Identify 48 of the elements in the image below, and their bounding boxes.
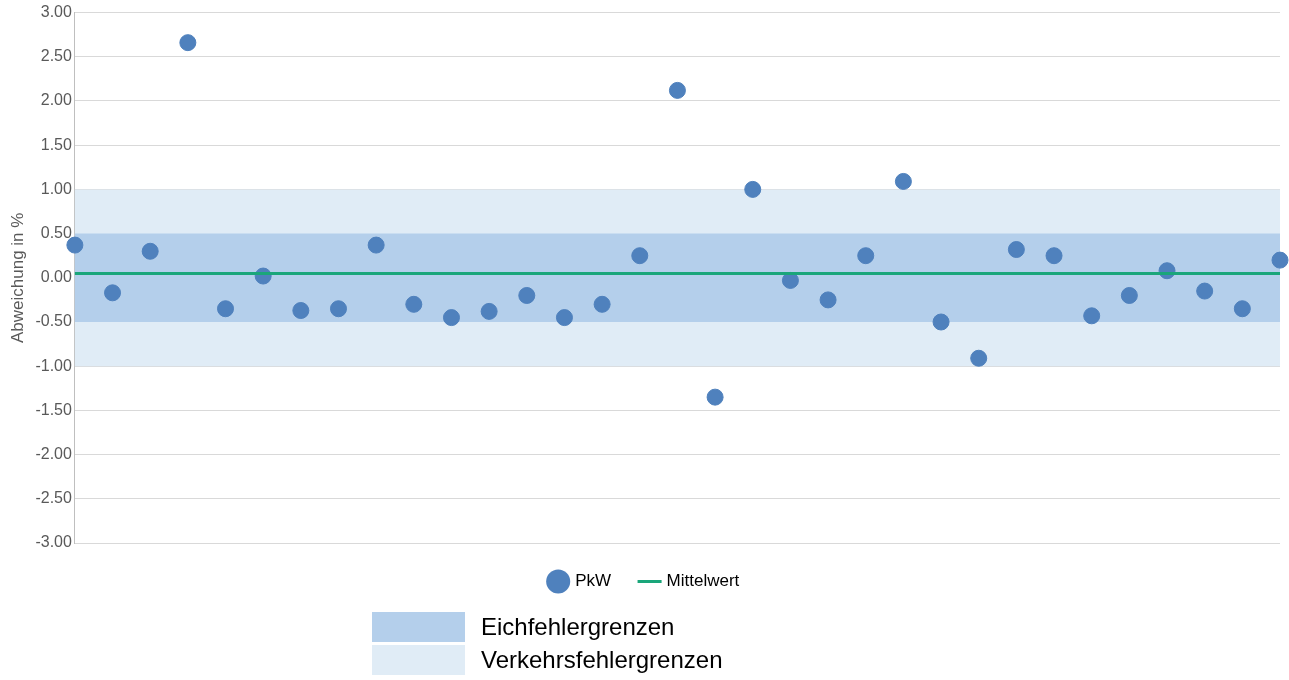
y-tick-label: 3.00 [40, 3, 72, 21]
point [1083, 307, 1101, 325]
legend-label: Eichfehlergrenzen [481, 612, 675, 641]
point [141, 242, 159, 260]
point [1045, 247, 1063, 265]
y-tick-label: 0.00 [40, 268, 72, 286]
point [593, 295, 611, 313]
point [668, 81, 686, 99]
y-tick-label: -3.00 [35, 533, 72, 551]
y-tick-label: -2.50 [35, 489, 72, 507]
y-tick-label: 1.00 [40, 179, 72, 197]
y-tick-label: 1.50 [40, 135, 72, 153]
point [217, 300, 235, 318]
y-tick-label: 2.00 [40, 91, 72, 109]
y-tick-label: 0.50 [40, 224, 72, 242]
point [1120, 286, 1138, 304]
legend-label: Verkehrsfehlergrenzen [481, 645, 723, 674]
y-tick-label: -1.50 [35, 400, 72, 418]
point [405, 295, 423, 313]
point [631, 247, 649, 265]
point [894, 172, 912, 190]
point [518, 286, 536, 304]
point [292, 302, 310, 320]
point [744, 180, 762, 198]
point [932, 313, 950, 331]
point [857, 247, 875, 265]
y-tick-label: -2.00 [35, 445, 72, 463]
point [1271, 251, 1289, 269]
point [179, 34, 197, 52]
legend-label: Mittelwert [666, 571, 740, 591]
y-tick-label: -0.50 [35, 312, 72, 330]
point [1007, 241, 1025, 259]
point [442, 309, 460, 327]
point [329, 300, 347, 318]
point [970, 349, 988, 367]
point [66, 236, 84, 254]
legend-label: PkW [575, 571, 612, 591]
y-tick-label: -1.00 [35, 356, 72, 374]
y-axis-title: Abweichung in % [7, 212, 27, 344]
point [555, 309, 573, 327]
point [819, 291, 837, 309]
y-tick-label: 2.50 [40, 47, 72, 65]
point [104, 284, 122, 302]
point [367, 236, 385, 254]
point [1196, 282, 1214, 300]
point [1233, 300, 1251, 318]
point [480, 302, 498, 320]
point [706, 388, 724, 406]
